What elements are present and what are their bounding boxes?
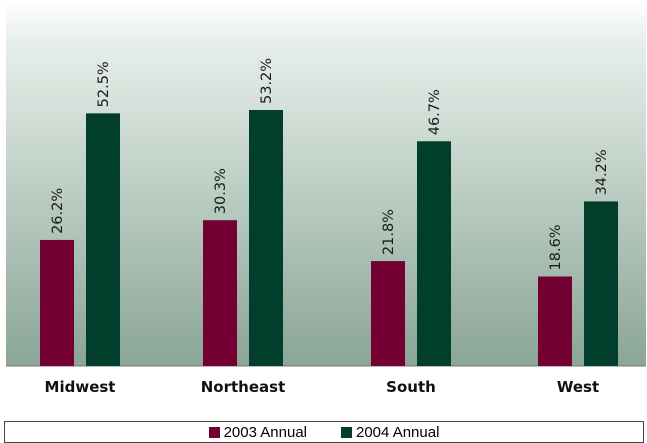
bar-west-2004 bbox=[584, 201, 618, 366]
value-label-midwest-2003: 26.2% bbox=[50, 188, 66, 234]
value-label-west-2003: 18.6% bbox=[548, 224, 564, 270]
value-label-west-2004: 34.2% bbox=[594, 149, 610, 195]
value-label-south-2003: 21.8% bbox=[381, 209, 397, 255]
category-label-west: West bbox=[557, 378, 599, 396]
legend-label-2003: 2003 Annual bbox=[223, 423, 307, 441]
value-label-northeast-2004: 53.2% bbox=[259, 58, 275, 104]
bar-chart: 26.2% 52.5% 30.3% 53.2% 21.8% 46.7% 18.6% 34.2%… bbox=[6, 0, 646, 396]
value-label-south-2004: 46.7% bbox=[427, 89, 443, 135]
bar-northeast-2004 bbox=[249, 110, 283, 366]
legend-item-2003: 2003 Annual bbox=[208, 423, 307, 441]
legend-label-2004: 2004 Annual bbox=[356, 423, 440, 441]
legend: 2003 Annual 2004 Annual bbox=[4, 421, 644, 443]
value-label-midwest-2004: 52.5% bbox=[96, 61, 112, 107]
bar-midwest-2003 bbox=[40, 239, 74, 366]
category-label-south: South bbox=[386, 378, 436, 396]
bar-northeast-2003 bbox=[203, 220, 237, 366]
value-label-northeast-2003: 30.3% bbox=[213, 168, 229, 214]
bar-south-2004 bbox=[417, 141, 451, 366]
legend-swatch-2004 bbox=[341, 426, 352, 438]
bar-south-2003 bbox=[371, 261, 405, 366]
legend-swatch-2003 bbox=[208, 426, 220, 438]
category-label-midwest: Midwest bbox=[45, 378, 116, 396]
legend-item-2004: 2004 Annual bbox=[341, 424, 439, 441]
bar-west-2003 bbox=[538, 276, 572, 366]
category-label-northeast: Northeast bbox=[201, 378, 286, 396]
bar-midwest-2004 bbox=[86, 113, 120, 366]
